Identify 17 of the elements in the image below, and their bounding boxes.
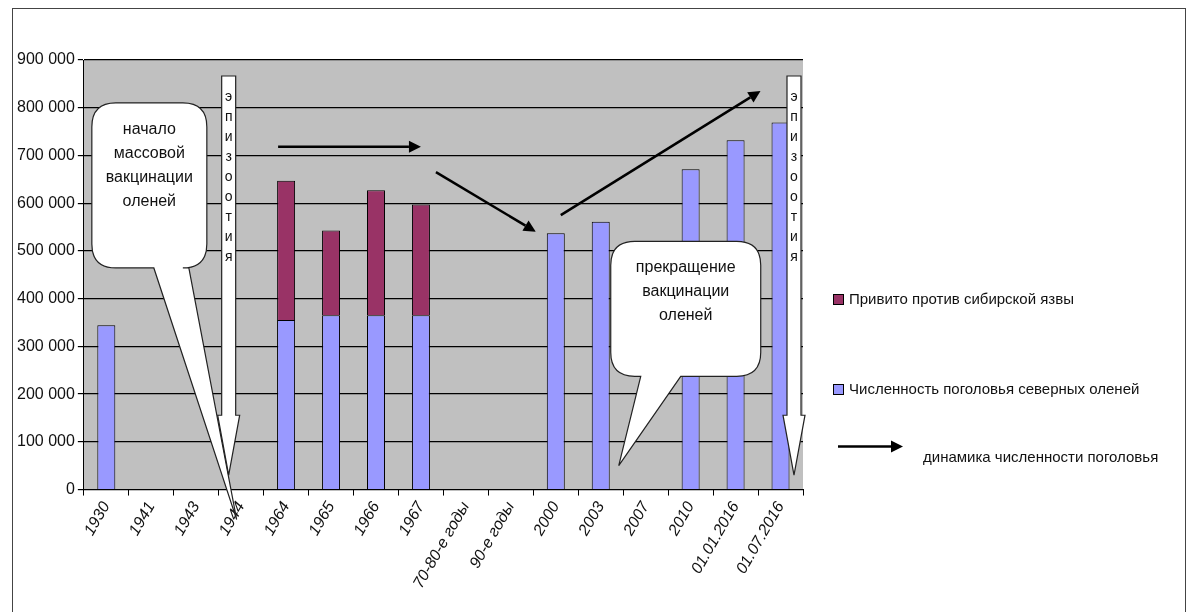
y-tick-label: 300 000: [16, 336, 75, 354]
legend-label: Привито против сибирской язвы: [849, 289, 1074, 310]
text: эпизоотия: [790, 88, 798, 264]
legend-label: Численность поголовья северных оленей: [849, 379, 1140, 400]
text: эпизоотия: [224, 88, 233, 264]
y-tick-label: 600 000: [16, 193, 75, 211]
y-tick-label: 800 000: [16, 98, 75, 116]
y-tick-label: 900 000: [16, 50, 75, 68]
y-tick-label: 400 000: [16, 289, 75, 307]
text: динамика численности поголовья: [923, 446, 1160, 467]
annotation: начало массовой вакцинации оленей: [104, 118, 194, 211]
annotation: прекращение вакцинации оленей: [634, 257, 737, 326]
y-tick-label: 500 000: [16, 241, 75, 259]
y-tick-label: 0: [65, 479, 75, 497]
y-tick-label: 200 000: [16, 384, 75, 402]
y-tick-label: 100 000: [16, 432, 75, 450]
y-tick-label: 700 000: [16, 145, 75, 163]
